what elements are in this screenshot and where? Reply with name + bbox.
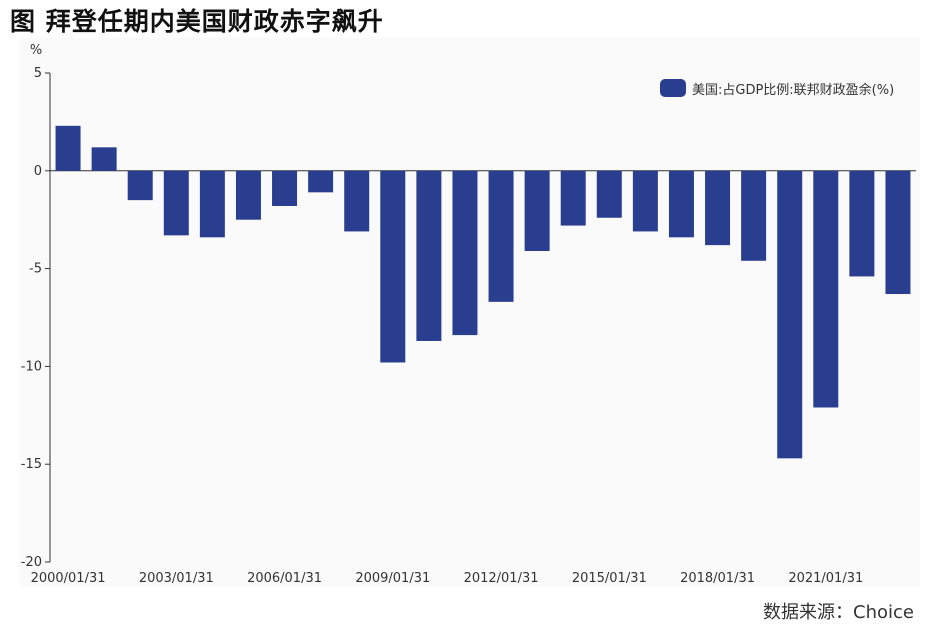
y-tick-label: 0 bbox=[34, 164, 42, 179]
bar bbox=[813, 170, 839, 408]
bar bbox=[885, 170, 911, 295]
bar bbox=[741, 170, 767, 261]
x-tick-label: 2015/01/31 bbox=[572, 571, 647, 586]
y-tick-label: -10 bbox=[21, 359, 42, 374]
x-tick-label: 2006/01/31 bbox=[247, 571, 322, 586]
bar bbox=[452, 170, 478, 336]
x-tick-label: 2021/01/31 bbox=[788, 571, 863, 586]
y-axis-unit-label: % bbox=[30, 43, 42, 58]
bar bbox=[91, 147, 117, 171]
bar bbox=[199, 170, 225, 238]
x-tick-label: 2003/01/31 bbox=[139, 571, 214, 586]
figure-title: 图 拜登任期内美国财政赤字飙升 bbox=[10, 7, 384, 36]
bar bbox=[488, 170, 514, 302]
bar bbox=[668, 170, 694, 238]
source-note: 数据来源：Choice bbox=[763, 602, 914, 623]
y-tick-label: -5 bbox=[29, 262, 42, 277]
bar bbox=[524, 170, 550, 251]
bar bbox=[163, 170, 189, 236]
x-tick-label: 2018/01/31 bbox=[680, 571, 755, 586]
bar bbox=[235, 170, 261, 220]
y-tick-label: -20 bbox=[21, 555, 42, 570]
bar bbox=[127, 170, 153, 201]
bar bbox=[272, 170, 298, 207]
bar bbox=[632, 170, 658, 232]
bar bbox=[849, 170, 875, 277]
legend-label: 美国:占GDP比例:联邦财政盈余(%) bbox=[692, 82, 895, 98]
bar bbox=[308, 170, 334, 193]
bar-series bbox=[55, 125, 911, 459]
y-tick-label: -15 bbox=[21, 457, 42, 472]
bar bbox=[596, 170, 622, 218]
x-tick-label: 2009/01/31 bbox=[355, 571, 430, 586]
legend-swatch bbox=[660, 79, 686, 97]
legend: 美国:占GDP比例:联邦财政盈余(%) bbox=[660, 78, 894, 98]
bar bbox=[705, 170, 731, 246]
bar bbox=[560, 170, 586, 226]
x-tick-label: 2012/01/31 bbox=[464, 571, 539, 586]
bar bbox=[777, 170, 803, 459]
bar bbox=[55, 125, 81, 171]
x-axis: 2000/01/31 2003/01/31 2006/01/31 2009/01/31… bbox=[31, 170, 916, 586]
bar bbox=[416, 170, 442, 341]
y-axis: % 5 0 -5 -10 -15 -20 bbox=[21, 43, 51, 570]
bar bbox=[344, 170, 370, 232]
bar bbox=[380, 170, 406, 363]
y-tick-label: 5 bbox=[34, 66, 42, 81]
x-tick-label: 2000/01/31 bbox=[31, 571, 106, 586]
